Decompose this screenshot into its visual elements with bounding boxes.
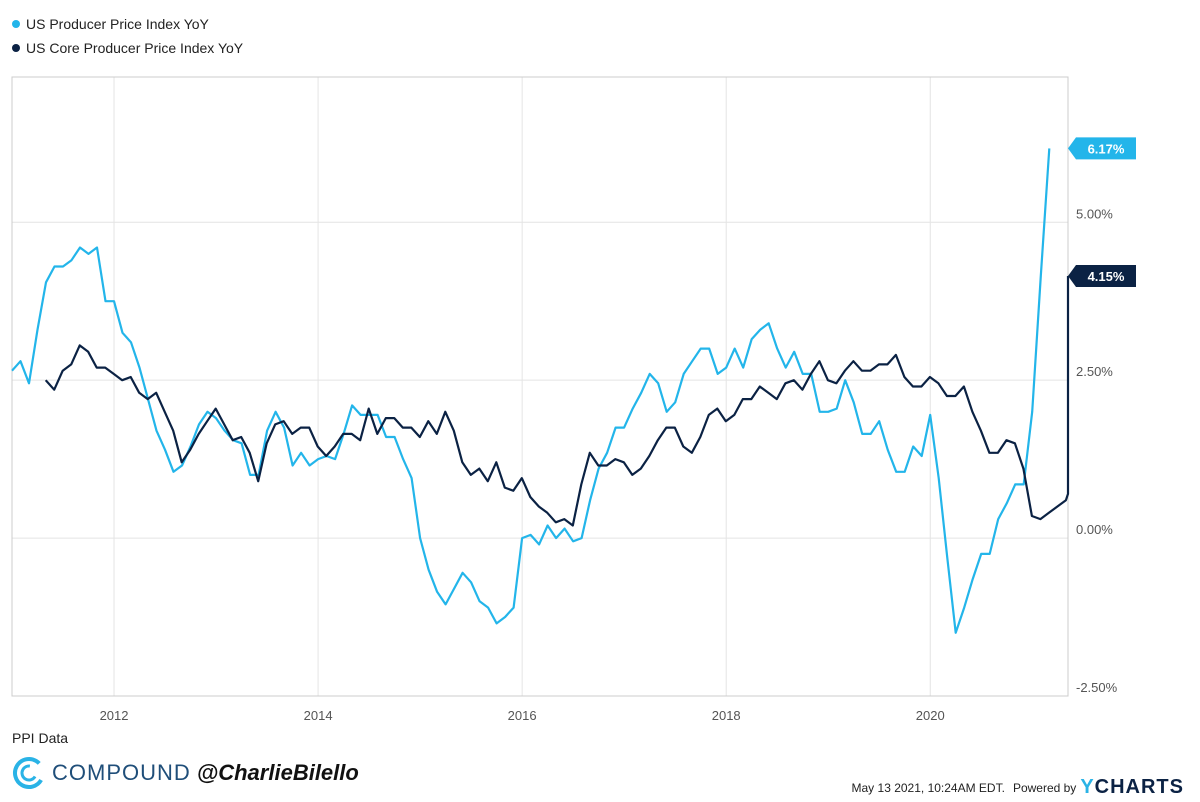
y-tick-label: -2.50% xyxy=(1076,680,1118,695)
legend-dot-ppi xyxy=(12,20,20,28)
end-value-tag-text: 4.15% xyxy=(1088,269,1125,284)
end-value-tag-bg xyxy=(1068,137,1136,160)
x-tick-label: 2014 xyxy=(304,708,333,723)
chart-tick-labels: 2012 2014 2016 2018 2020 5.00% 2.50% 0.00% -2.50… xyxy=(100,206,1118,723)
compound-logo-icon xyxy=(13,757,45,789)
brand-block: COMPOUND @CharlieBilello xyxy=(12,756,359,790)
legend-label-core-ppi: US Core Producer Price Index YoY xyxy=(26,40,244,56)
x-tick-label: 2020 xyxy=(916,708,945,723)
end-value-tag-1: 4.15% xyxy=(1068,264,1136,287)
data-source-label: PPI Data xyxy=(12,730,69,746)
end-value-tag-bg xyxy=(1068,264,1136,287)
series-line-0[interactable] xyxy=(11,148,1051,634)
chart-legend: US Producer Price Index YoY US Core Prod… xyxy=(12,12,243,60)
timestamp-block: May 13 2021, 10:24AM EDT. Powered by YCH… xyxy=(852,776,1184,799)
x-tick-label: 2016 xyxy=(508,708,537,723)
legend-item-ppi[interactable]: US Producer Price Index YoY xyxy=(12,12,243,36)
chart-series xyxy=(11,148,1070,634)
chart-end-labels: 6.17% 4.15% xyxy=(1068,137,1136,287)
x-tick-label: 2012 xyxy=(100,708,129,723)
ycharts-logo[interactable]: YCHARTS xyxy=(1080,776,1184,799)
legend-item-core-ppi[interactable]: US Core Producer Price Index YoY xyxy=(12,36,243,60)
powered-by-label: Powered by xyxy=(1012,780,1077,795)
timestamp: May 13 2021, 10:24AM EDT. xyxy=(851,780,1005,795)
legend-label-ppi: US Producer Price Index YoY xyxy=(26,16,209,32)
ycharts-logo-y: Y xyxy=(1080,776,1095,798)
legend-dot-core-ppi xyxy=(12,44,20,52)
brand-handle: @CharlieBilello xyxy=(196,760,359,785)
y-tick-label: 2.50% xyxy=(1076,364,1113,379)
y-tick-label: 5.00% xyxy=(1076,206,1113,221)
ycharts-logo-rest: CHARTS xyxy=(1094,776,1184,798)
brand-name: COMPOUND xyxy=(52,760,191,785)
plot-frame xyxy=(11,76,1069,697)
series-line-1[interactable] xyxy=(44,276,1070,527)
end-value-tag-0: 6.17% xyxy=(1068,137,1136,160)
chart-grid xyxy=(12,77,1068,697)
y-tick-label: 0.00% xyxy=(1076,522,1113,537)
end-value-tag-text: 6.17% xyxy=(1088,141,1125,156)
x-tick-label: 2018 xyxy=(712,708,741,723)
